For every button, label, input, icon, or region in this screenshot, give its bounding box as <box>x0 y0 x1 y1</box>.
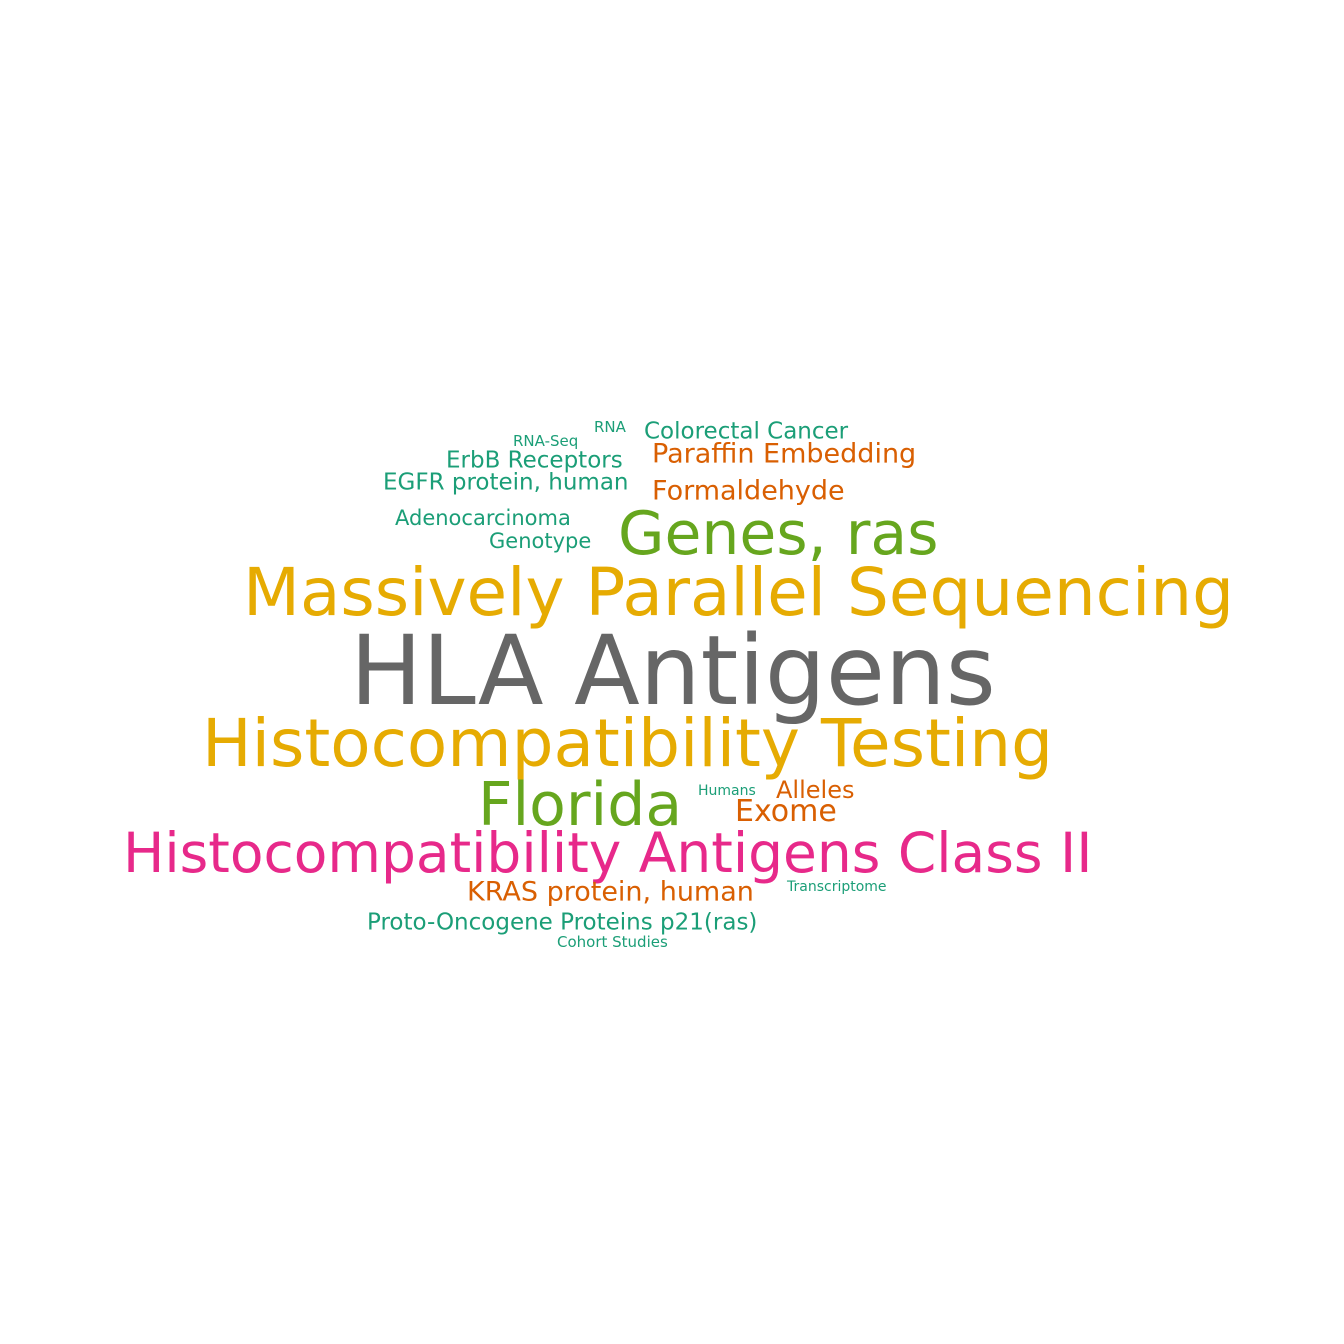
word-humans: Humans <box>698 782 756 799</box>
word-genes-ras: Genes, ras <box>618 499 939 569</box>
word-formaldehyde: Formaldehyde <box>652 475 845 507</box>
word-kras-protein-human: KRAS protein, human <box>467 876 754 908</box>
word-rna: RNA <box>594 418 626 436</box>
word-exome: Exome <box>735 794 837 829</box>
word-histocompatibility-antigens-class-ii: Histocompatibility Antigens Class II <box>123 821 1093 885</box>
word-alleles: Alleles <box>776 775 855 804</box>
word-histocompatibility-testing: Histocompatibility Testing <box>202 705 1053 783</box>
word-rna-seq: RNA-Seq <box>513 432 579 450</box>
word-hla-antigens: HLA Antigens <box>350 615 996 728</box>
word-florida: Florida <box>478 770 683 840</box>
word-genotype: Genotype <box>489 529 592 554</box>
word-cohort-studies: Cohort Studies <box>557 933 668 951</box>
word-massively-parallel-sequencing: Massively Parallel Sequencing <box>243 554 1234 632</box>
word-erbb-receptors: ErbB Receptors <box>446 447 623 474</box>
word-egfr-protein-human: EGFR protein, human <box>383 469 629 496</box>
word-proto-oncogene-proteins: Proto-Oncogene Proteins p21(ras) <box>367 909 758 936</box>
word-paraffin-embedding: Paraffin Embedding <box>652 438 917 470</box>
word-transcriptome: Transcriptome <box>787 878 887 895</box>
word-adenocarcinoma: Adenocarcinoma <box>395 506 571 531</box>
word-colorectal-cancer: Colorectal Cancer <box>644 418 849 445</box>
